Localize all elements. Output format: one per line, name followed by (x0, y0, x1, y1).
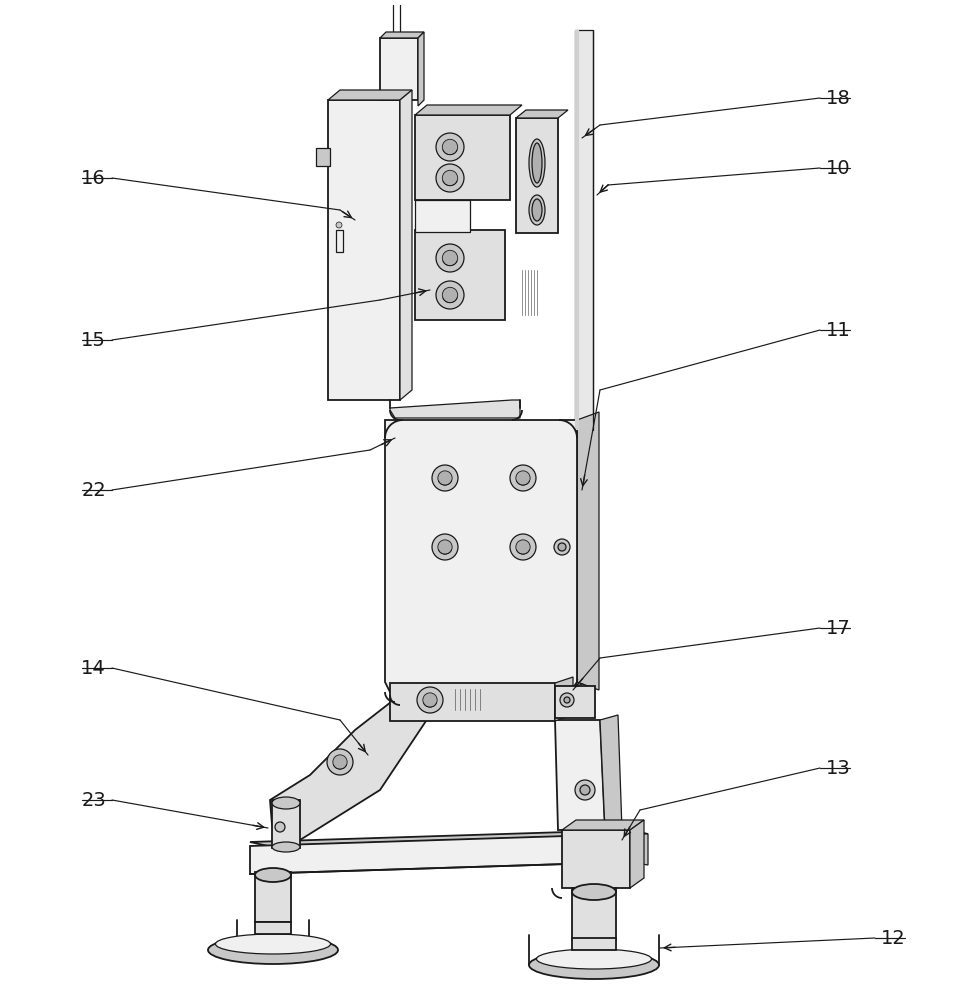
Text: 11: 11 (826, 320, 850, 340)
Ellipse shape (532, 199, 542, 221)
Circle shape (438, 540, 452, 554)
Circle shape (432, 465, 458, 491)
Bar (415, 115, 510, 200)
Bar (380, 38, 418, 100)
Circle shape (333, 755, 347, 769)
Polygon shape (577, 412, 599, 690)
Text: 16: 16 (82, 168, 106, 188)
Polygon shape (400, 90, 412, 400)
Bar (390, 683, 555, 721)
Ellipse shape (536, 949, 652, 969)
Bar (572, 888, 616, 940)
Ellipse shape (255, 868, 291, 882)
Circle shape (560, 693, 574, 707)
Circle shape (580, 785, 590, 795)
Circle shape (442, 170, 457, 186)
Bar (555, 686, 595, 718)
Circle shape (442, 287, 457, 303)
Bar (328, 100, 400, 400)
Circle shape (438, 471, 452, 485)
Circle shape (436, 164, 464, 192)
Circle shape (432, 534, 458, 560)
Polygon shape (555, 720, 605, 830)
Bar (516, 118, 558, 233)
Circle shape (336, 222, 342, 228)
Bar (562, 830, 630, 888)
Polygon shape (630, 834, 648, 865)
Bar (255, 922, 291, 934)
Bar (336, 230, 343, 252)
Circle shape (436, 281, 464, 309)
Circle shape (327, 749, 353, 775)
Text: 15: 15 (81, 330, 106, 350)
Polygon shape (250, 830, 648, 846)
Polygon shape (250, 834, 630, 874)
Circle shape (423, 693, 437, 707)
Ellipse shape (529, 951, 659, 979)
Text: 13: 13 (826, 758, 850, 778)
Polygon shape (328, 90, 412, 100)
Polygon shape (385, 420, 577, 702)
Circle shape (554, 539, 570, 555)
Circle shape (442, 250, 457, 266)
Ellipse shape (529, 195, 545, 225)
Circle shape (275, 822, 285, 832)
Circle shape (510, 465, 536, 491)
Circle shape (516, 471, 530, 485)
Circle shape (558, 543, 566, 551)
Polygon shape (415, 105, 522, 115)
Polygon shape (418, 32, 424, 106)
Text: 17: 17 (826, 618, 850, 638)
Text: 18: 18 (826, 89, 850, 107)
Circle shape (436, 133, 464, 161)
Circle shape (442, 139, 457, 155)
Bar (415, 230, 505, 320)
Polygon shape (270, 695, 430, 840)
Polygon shape (390, 400, 520, 418)
Ellipse shape (208, 936, 338, 964)
Text: 22: 22 (82, 481, 106, 499)
Polygon shape (562, 820, 644, 830)
Bar (316, 148, 330, 166)
Ellipse shape (529, 139, 545, 187)
Bar (575, 30, 579, 430)
Polygon shape (555, 677, 573, 721)
Polygon shape (516, 110, 568, 118)
Polygon shape (630, 820, 644, 888)
Circle shape (564, 697, 570, 703)
Circle shape (510, 534, 536, 560)
Ellipse shape (572, 884, 616, 900)
Polygon shape (600, 715, 622, 830)
Ellipse shape (272, 842, 300, 852)
Bar (575, 30, 593, 430)
Bar (415, 200, 470, 232)
Bar (255, 872, 291, 922)
Ellipse shape (272, 797, 300, 809)
Text: 12: 12 (881, 928, 906, 948)
Ellipse shape (532, 143, 542, 183)
Text: 10: 10 (826, 158, 850, 178)
Circle shape (516, 540, 530, 554)
Polygon shape (380, 32, 424, 38)
Bar (572, 938, 616, 950)
Text: 23: 23 (82, 790, 106, 810)
Text: 14: 14 (82, 658, 106, 678)
Ellipse shape (215, 934, 331, 954)
Circle shape (417, 687, 443, 713)
Circle shape (436, 244, 464, 272)
Bar (272, 800, 300, 848)
Circle shape (575, 780, 595, 800)
